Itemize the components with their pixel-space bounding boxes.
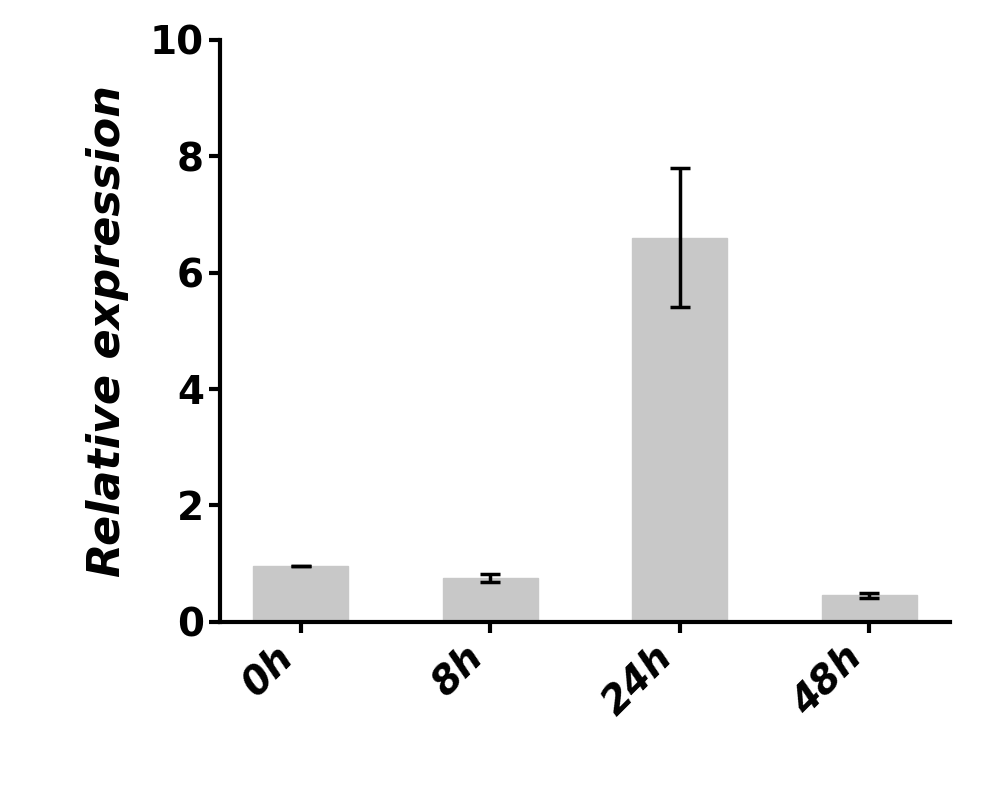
Bar [253, 567, 348, 622]
Y-axis label: Relative expression: Relative expression [86, 84, 129, 577]
Bar [822, 595, 917, 622]
Bar [632, 238, 727, 622]
Bar [443, 578, 538, 622]
